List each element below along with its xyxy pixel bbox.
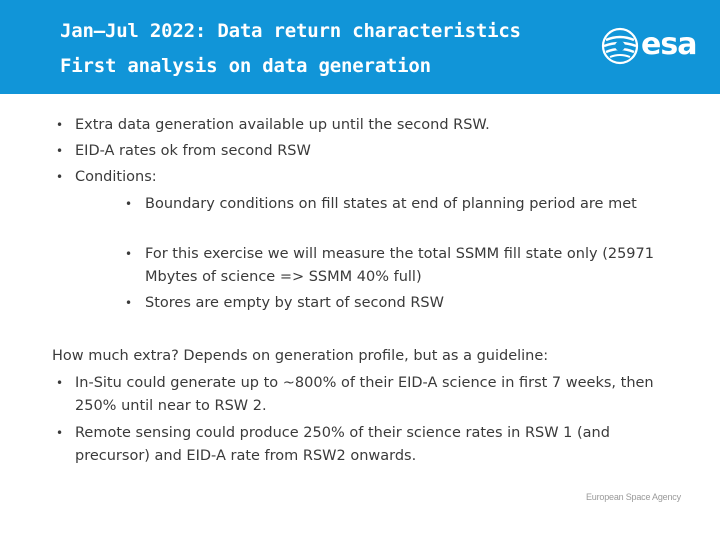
bullet-icon: •	[56, 376, 64, 390]
slide-subtitle: First analysis on data generation	[60, 55, 431, 77]
bullet-icon: •	[125, 197, 133, 211]
list-item-text: Boundary conditions on fill states at en…	[145, 196, 637, 212]
esa-logo: esa	[600, 26, 710, 66]
bullet-icon: •	[125, 296, 133, 310]
bullet-icon: •	[125, 247, 133, 261]
list-item-text: Extra data generation available up until…	[75, 117, 490, 133]
list-item-text: EID-A rates ok from second RSW	[75, 143, 311, 159]
esa-swirl-logo-icon	[601, 27, 639, 65]
bullet-icon: •	[56, 144, 64, 158]
bullet-icon: •	[56, 118, 64, 132]
list-item-text: In-Situ could generate up to ~800% of th…	[75, 375, 654, 414]
esa-logo-text: esa	[641, 27, 697, 62]
bullet-icon: •	[56, 426, 64, 440]
slide-header: Jan–Jul 2022: Data return characteristic…	[0, 0, 720, 94]
list-item: • Extra data generation available up unt…	[56, 114, 676, 137]
sub-list-item: • Boundary conditions on fill states at …	[125, 193, 670, 216]
list-item: • Remote sensing could produce 250% of t…	[56, 422, 676, 468]
list-item: • In-Situ could generate up to ~800% of …	[56, 372, 676, 418]
footer-agency-name: European Space Agency	[586, 492, 681, 502]
list-item-text: Stores are empty by start of second RSW	[145, 295, 444, 311]
intro-paragraph: How much extra? Depends on generation pr…	[52, 348, 549, 364]
sub-list-item: • Stores are empty by start of second RS…	[125, 292, 670, 315]
list-item: • EID-A rates ok from second RSW	[56, 140, 676, 163]
slide-title: Jan–Jul 2022: Data return characteristic…	[60, 20, 521, 42]
sub-list-item: • For this exercise we will measure the …	[125, 243, 670, 289]
list-item-text: For this exercise we will measure the to…	[145, 246, 654, 285]
bullet-icon: •	[56, 170, 64, 184]
list-item-text: Conditions:	[75, 169, 157, 185]
list-item: • Conditions:	[56, 166, 676, 189]
list-item-text: Remote sensing could produce 250% of the…	[75, 425, 610, 464]
